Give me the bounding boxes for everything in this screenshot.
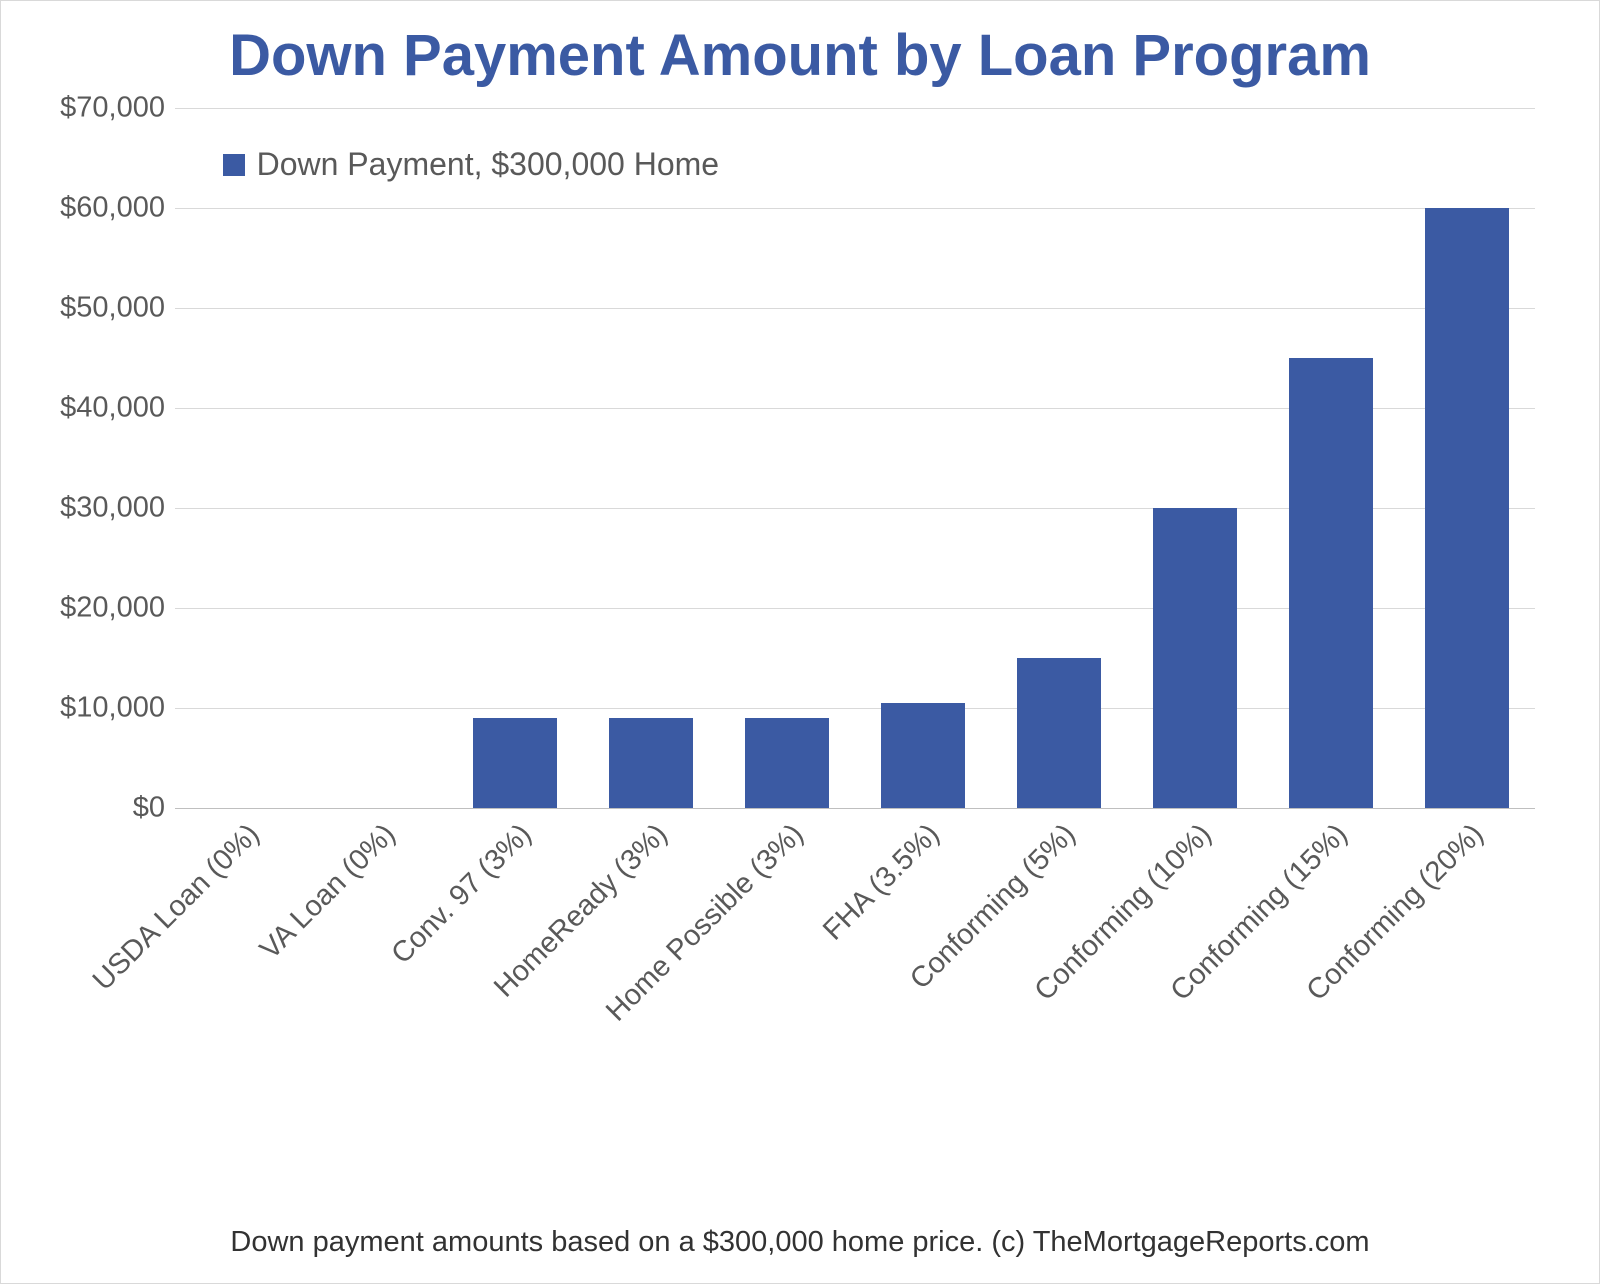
y-axis-label: $70,000 xyxy=(25,91,165,124)
gridline xyxy=(175,208,1535,209)
bar xyxy=(1289,358,1373,808)
y-axis-label: $60,000 xyxy=(25,191,165,224)
legend-label: Down Payment, $300,000 Home xyxy=(257,146,719,183)
gridline xyxy=(175,108,1535,109)
bar xyxy=(1425,208,1509,808)
bar xyxy=(881,703,965,808)
chart-title: Down Payment Amount by Loan Program xyxy=(25,23,1575,90)
y-axis-label: $30,000 xyxy=(25,491,165,524)
x-axis-label: VA Loan (0%) xyxy=(254,818,402,966)
chart-frame: Down Payment Amount by Loan Program Down… xyxy=(0,0,1600,1284)
y-axis-label: $40,000 xyxy=(25,391,165,424)
y-axis-label: $10,000 xyxy=(25,691,165,724)
bar xyxy=(473,718,557,808)
legend: Down Payment, $300,000 Home xyxy=(223,146,719,183)
x-axis-label: USDA Loan (0%) xyxy=(87,818,266,997)
plot-area: Down Payment, $300,000 Home $0$10,000$20… xyxy=(175,108,1535,808)
gridline xyxy=(175,308,1535,309)
y-axis-label: $20,000 xyxy=(25,591,165,624)
bar xyxy=(609,718,693,808)
bar xyxy=(745,718,829,808)
legend-swatch-icon xyxy=(223,154,245,176)
y-axis-label: $50,000 xyxy=(25,291,165,324)
y-axis-label: $0 xyxy=(25,791,165,824)
x-axis-label: FHA (3.5%) xyxy=(817,818,946,947)
x-axis-label: Conv. 97 (3%) xyxy=(385,818,538,971)
bar xyxy=(1017,658,1101,808)
chart-footnote: Down payment amounts based on a $300,000… xyxy=(1,1226,1599,1259)
bar xyxy=(1153,508,1237,808)
x-axis-labels: USDA Loan (0%)VA Loan (0%)Conv. 97 (3%)H… xyxy=(175,808,1535,1108)
